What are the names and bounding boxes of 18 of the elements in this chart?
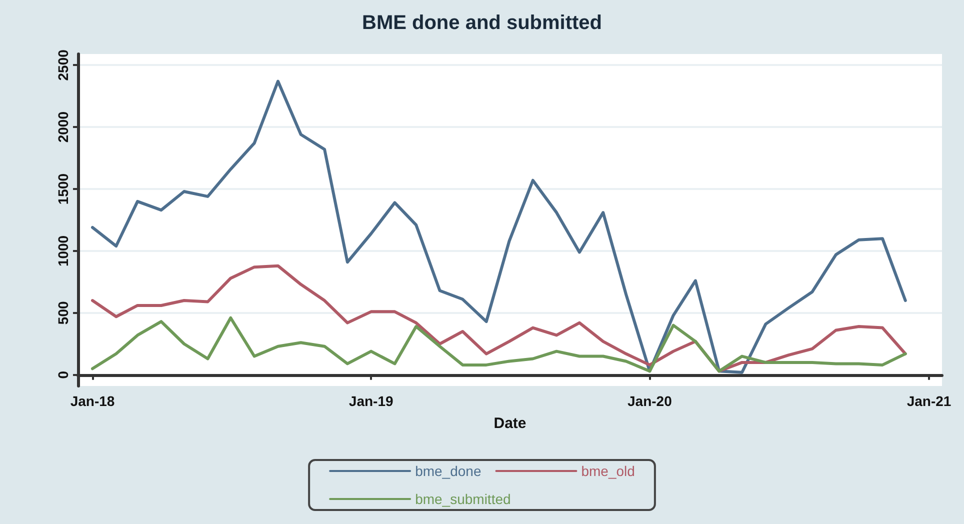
line-series: [91, 316, 907, 373]
line-series: [91, 80, 907, 374]
y-tick-label: 2000: [55, 111, 71, 143]
text: bme_submitted: [415, 491, 511, 507]
text: bme_old: [581, 463, 635, 479]
x-tick-label: Jan-21: [906, 393, 952, 409]
line-series: [91, 264, 907, 373]
text: bme_done: [415, 463, 482, 479]
x-tick-label: Jan-19: [348, 393, 394, 409]
y-tick-label: 1000: [55, 235, 71, 267]
x-tick-label: Jan-20: [627, 393, 672, 409]
y-tick-label: 500: [55, 301, 71, 325]
x-tick-label: Jan-18: [70, 393, 115, 409]
y-tick-label: 1500: [55, 173, 71, 205]
y-tick-label: 2500: [55, 49, 71, 81]
x-axis-title: Date: [494, 415, 526, 432]
y-tick-label: 0: [55, 370, 71, 379]
chart-title: BME done and submitted: [362, 12, 602, 34]
